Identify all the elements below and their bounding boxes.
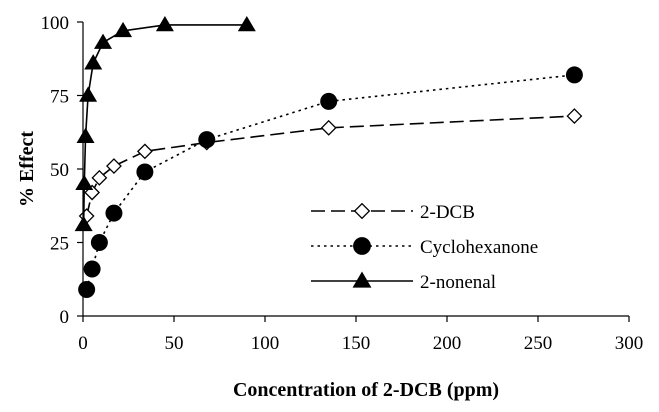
x-tick-label: 200: [433, 333, 462, 354]
y-tick-label: 75: [50, 87, 69, 108]
axes: [82, 22, 629, 317]
data-point-cyclohexanone: [90, 234, 108, 251]
y-tick-label: 25: [50, 234, 69, 255]
data-point-2-nonenal: [237, 15, 256, 32]
data-point-2-nonenal: [114, 21, 133, 38]
x-tick-label: 50: [165, 333, 184, 354]
data-point-cyclohexanone: [83, 260, 101, 278]
plot-area: [74, 15, 583, 299]
y-axis-title: % Effect: [16, 131, 38, 207]
data-point-2-nonenal: [79, 86, 98, 102]
x-tick-label: 150: [342, 333, 371, 354]
data-point-2-dcb: [106, 158, 122, 174]
y-tick-label: 0: [60, 307, 70, 328]
data-point-cyclohexanone: [105, 204, 123, 222]
ticks: 0 50 100 150 200 250 300 0 25 50 75 100: [41, 13, 644, 354]
legend-label-2-dcb: 2-DCB: [420, 202, 475, 223]
x-axis-title: Concentration of 2-DCB (ppm): [233, 379, 499, 401]
data-point-2-nonenal: [75, 174, 94, 190]
series-line-2-nonenal: [82, 24, 247, 225]
x-tick-label: 0: [78, 333, 88, 354]
data-point-cyclohexanone: [136, 163, 154, 181]
data-point-2-nonenal: [94, 33, 113, 49]
legend-label-2-nonenal: 2-nonenal: [420, 272, 496, 293]
data-point-2-nonenal: [84, 54, 103, 70]
data-point-2-dcb: [91, 169, 108, 186]
data-point-cyclohexanone: [565, 66, 583, 84]
legend-marker-cyclohexanone: [353, 237, 371, 255]
data-point-2-dcb: [320, 119, 337, 136]
x-tick-label: 300: [615, 333, 644, 354]
data-point-cyclohexanone: [320, 92, 338, 110]
data-point-2-dcb: [566, 108, 583, 124]
y-tick-label: 50: [50, 160, 69, 181]
legend-label-cyclohexanone: Cyclohexanone: [420, 237, 538, 258]
legend: 2-DCB Cyclohexanone 2-nonenal: [311, 202, 538, 293]
data-point-2-nonenal: [74, 215, 93, 232]
data-point-cyclohexanone: [78, 281, 96, 299]
data-point-2-dcb: [136, 143, 153, 160]
data-point-2-nonenal: [155, 15, 174, 32]
legend-marker-2-nonenal: [352, 271, 372, 288]
x-tick-label: 100: [251, 333, 280, 354]
x-tick-label: 250: [524, 333, 553, 354]
data-point-2-nonenal: [76, 127, 95, 143]
data-point-cyclohexanone: [198, 131, 216, 149]
y-tick-label: 100: [41, 13, 70, 34]
legend-marker-2-dcb: [353, 202, 371, 220]
